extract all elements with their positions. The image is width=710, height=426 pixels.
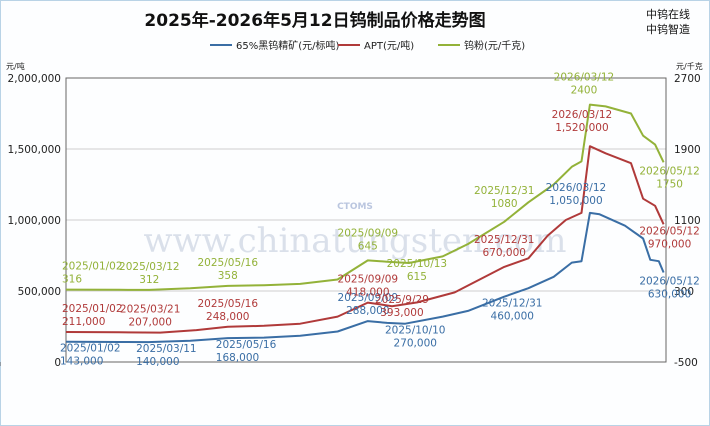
data-label: 2025/03/12	[119, 261, 180, 273]
data-label: 670,000	[483, 247, 526, 259]
brand-line-1: 中钨在线	[646, 7, 690, 21]
data-label: 460,000	[491, 311, 534, 323]
data-label: 1,520,000	[555, 122, 608, 134]
data-label: 2025/12/31	[474, 234, 535, 246]
y-right-tick-label: 1900	[674, 144, 701, 156]
data-label: 312	[139, 274, 159, 286]
y-right-tick-label: -500	[674, 357, 698, 369]
y-left-tick-label: 2,000,000	[8, 73, 61, 85]
data-label: 418,000	[346, 287, 389, 299]
data-label: 168,000	[216, 352, 259, 364]
series-line-2	[65, 145, 665, 334]
data-label: 2025/05/16	[198, 298, 259, 310]
watermark-logo: CTOMS	[337, 202, 373, 212]
data-label: 393,000	[380, 307, 423, 319]
data-label: 2026/03/12	[552, 109, 613, 121]
chart-title: 2025年-2026年5月12日钨制品价格走势图	[144, 10, 485, 31]
brand-line-2: 中钨智造	[646, 22, 690, 36]
data-label: 630,000	[648, 289, 691, 301]
data-label: 2026/03/12	[546, 182, 607, 194]
y-right-tick-label: 2700	[674, 73, 701, 85]
data-label: 270,000	[394, 338, 437, 350]
data-label: 2025/03/11	[136, 343, 197, 355]
data-label: 211,000	[62, 316, 105, 328]
series-line-1	[65, 211, 665, 344]
data-label: 645	[358, 240, 378, 252]
data-label: 2025/03/21	[120, 304, 181, 316]
data-label: 2026/03/12	[554, 72, 615, 84]
data-label: 2026/05/12	[639, 276, 700, 288]
y-left-tick-label: 1,500,000	[8, 144, 61, 156]
axes: 0 500,000 1,000,000 1,500,000 2,000,000 -500 3…	[0, 73, 701, 369]
y-left-tick-label: 500,000	[18, 286, 61, 298]
y-right-tick-label: 1100	[674, 215, 701, 227]
data-label: 2025/01/02	[60, 343, 121, 355]
data-label: 288,000	[346, 305, 389, 317]
data-label: 615	[407, 271, 427, 283]
data-label: 2025/12/31	[482, 298, 543, 310]
data-label: 2025/09/09	[338, 227, 399, 239]
data-label: 207,000	[128, 317, 171, 329]
y-right-tick-label: 300	[674, 286, 694, 298]
data-label: 1,050,000	[549, 195, 602, 207]
left-axis-unit: 元/吨	[6, 61, 25, 71]
data-label: 140,000	[136, 356, 179, 368]
data-label: 316	[62, 274, 82, 286]
data-label: 2025/01/02	[62, 261, 123, 273]
plot-border	[65, 77, 667, 363]
data-label: 2026/05/12	[639, 165, 700, 177]
data-label: 2025/12/31	[474, 185, 535, 197]
data-label: 2025/9/29	[375, 294, 429, 306]
data-label: 2025/01/02	[62, 303, 123, 315]
legend-label-1: 65%黑钨精矿(元/标吨)	[236, 39, 339, 52]
series-lines	[65, 103, 665, 344]
data-labels: 2025/01/02143,0002025/03/11140,0002025/0…	[60, 72, 700, 368]
data-label: 2025/09/09	[338, 292, 399, 304]
data-label: 143,000	[60, 356, 103, 368]
legend: 65%黑钨精矿(元/标吨) APT(元/吨) 钨粉(元/千克)	[210, 39, 525, 52]
data-label: 2025/09/09	[338, 274, 399, 286]
data-label: 2025/05/16	[216, 339, 277, 351]
data-label: 1080	[491, 198, 518, 210]
y-left-tick-label: 0	[54, 357, 61, 369]
data-label: 1750	[656, 178, 683, 190]
series-line-3	[65, 103, 665, 291]
data-label: 2026/05/12	[639, 225, 700, 237]
data-label: 358	[218, 270, 238, 282]
data-label: 2025/10/10	[385, 325, 446, 337]
data-label: 2025/05/16	[198, 257, 259, 269]
y-left-tick-label: 1,000,000	[8, 215, 61, 227]
legend-label-3: 钨粉(元/千克)	[464, 39, 525, 52]
right-axis-unit: 元/千克	[676, 61, 703, 71]
data-label: 2025/10/13	[387, 258, 448, 270]
data-label: 970,000	[648, 238, 691, 250]
legend-label-2: APT(元/吨)	[364, 39, 414, 52]
data-label: 2400	[571, 85, 598, 97]
data-label: 248,000	[206, 311, 249, 323]
